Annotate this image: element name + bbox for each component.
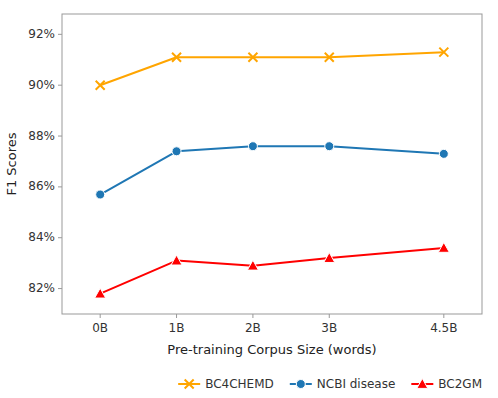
data-point (247, 260, 258, 270)
data-point (439, 149, 448, 158)
y-tick (58, 136, 62, 137)
legend-label: BC2GM (438, 377, 482, 391)
x-tick (443, 314, 444, 318)
x-tick-label: 2B (245, 321, 261, 335)
y-tick (58, 237, 62, 238)
x-axis-label: Pre-training Corpus Size (words) (167, 342, 376, 357)
x-tick-label: 4.5B (430, 321, 457, 335)
y-tick (58, 34, 62, 35)
x-tick (329, 314, 330, 318)
y-tick-label: 88% (28, 129, 55, 143)
x-tick-label: 0B (92, 321, 108, 335)
y-tick (58, 288, 62, 289)
legend: BC4CHEMD NCBI disease BC2GM (178, 377, 482, 391)
legend-item: BC2GM (411, 377, 482, 391)
data-point (95, 288, 106, 298)
plot-frame (62, 14, 482, 314)
data-point (439, 48, 448, 57)
y-tick-label: 90% (28, 78, 55, 92)
x-tick (252, 314, 253, 318)
y-tick-label: 82% (28, 281, 55, 295)
data-point (248, 53, 257, 62)
series-line (100, 248, 444, 294)
data-point (324, 253, 335, 263)
y-tick-label: 92% (28, 27, 55, 41)
legend-label: NCBI disease (317, 377, 396, 391)
data-point (172, 53, 181, 62)
data-point (96, 81, 105, 90)
series-line (100, 146, 444, 194)
chart: 82% 84% 86% 88% 90% 92% 0B 1B 2B 3B 4.5B Pre-traini… (0, 0, 498, 398)
data-point (172, 147, 181, 156)
x-tick (100, 314, 101, 318)
legend-marker (296, 380, 305, 389)
x-tick-label: 1B (169, 321, 185, 335)
y-tick (58, 85, 62, 86)
data-point (96, 190, 105, 199)
data-point (325, 53, 334, 62)
legend-marker (417, 379, 428, 389)
x-tick (176, 314, 177, 318)
y-axis-label: F1 Scores (4, 132, 19, 195)
legend-item: BC4CHEMD (178, 377, 274, 391)
data-point (171, 255, 182, 265)
data-point (248, 142, 257, 151)
series-line (100, 52, 444, 85)
plot-area (95, 48, 450, 298)
y-tick (58, 186, 62, 187)
legend-marker (185, 380, 194, 389)
legend-label: BC4CHEMD (205, 377, 274, 391)
x-tick-label: 3B (321, 321, 337, 335)
y-tick-label: 84% (28, 230, 55, 244)
data-point (325, 142, 334, 151)
data-point (438, 242, 449, 252)
y-tick-label: 86% (28, 179, 55, 193)
legend-item: NCBI disease (290, 377, 396, 391)
